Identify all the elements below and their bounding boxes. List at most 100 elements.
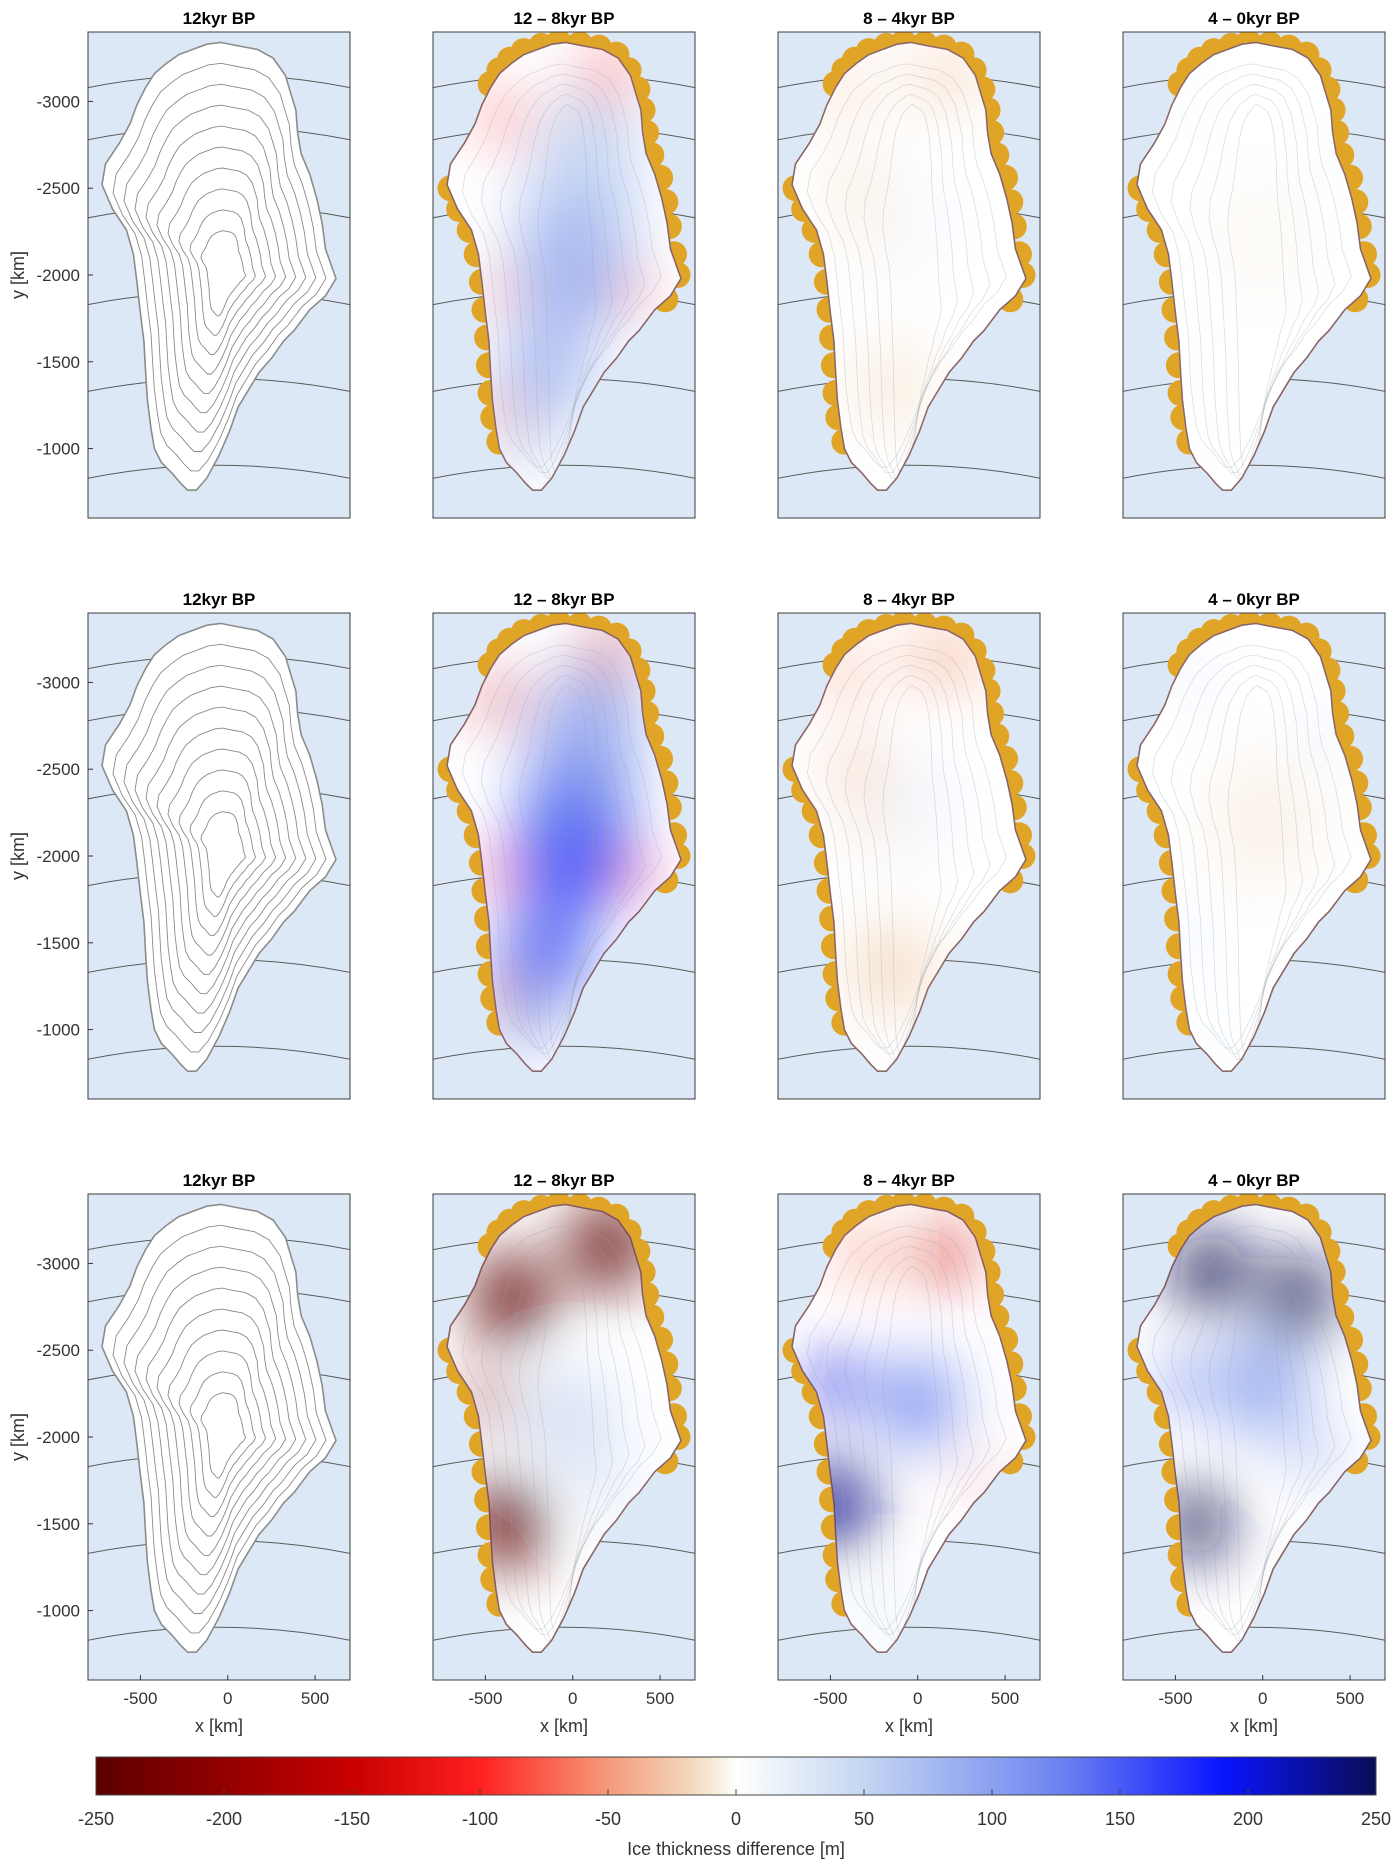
colorbar-label: Ice thickness difference [m]: [627, 1839, 845, 1859]
x-tick-label: -500: [1158, 1689, 1192, 1708]
panel-title: 4 – 0kyr BP: [1208, 1171, 1300, 1190]
y-tick-label: -2000: [37, 1428, 80, 1447]
y-tick-label: -1500: [37, 353, 80, 372]
map-panel: 8 – 4kyr BP: [777, 9, 1041, 519]
x-tick-label: -500: [123, 1689, 157, 1708]
y-tick-label: -3000: [37, 673, 80, 692]
graticule-meridian: [0, 0, 17, 372]
colorbar-tick-label: 100: [977, 1809, 1007, 1829]
colorbar-tick-label: 150: [1105, 1809, 1135, 1829]
y-tick-label: -3000: [37, 92, 80, 111]
panel-title: 12kyr BP: [183, 9, 256, 28]
x-tick-label: 500: [1336, 1689, 1364, 1708]
x-axis-label: x [km]: [885, 1716, 933, 1736]
axes-frame: [1122, 31, 1386, 519]
y-tick-label: -2500: [37, 760, 80, 779]
y-tick-label: -1000: [37, 1021, 80, 1040]
map-panel: 8 – 4kyr BP: [777, 590, 1041, 1100]
ice-sheet: [101, 41, 337, 491]
axes-frame: [1122, 1193, 1386, 1681]
colorbar-gradient: [95, 1756, 1377, 1796]
colorbar-tick-label: -200: [206, 1809, 242, 1829]
map-panel: 4 – 0kyr BP: [1122, 590, 1386, 1100]
panel-title: 12kyr BP: [183, 590, 256, 609]
elevation-contours: [112, 643, 327, 1053]
graticule-parallel: [88, 1626, 350, 1641]
graticule-parallel: [433, 1045, 695, 1060]
y-axis-label: y [km]: [8, 832, 28, 880]
x-tick-label: 500: [301, 1689, 329, 1708]
y-axis-label: y [km]: [8, 251, 28, 299]
map-panel: 12kyr BP -3000 -2500 -2000 -1500 -1000 y [km]: [8, 9, 351, 519]
y-tick-label: -1000: [37, 440, 80, 459]
map-panel: 12 – 8kyr BP: [432, 590, 696, 1100]
axes-frame: [777, 612, 1041, 1100]
y-tick-label: -3000: [37, 1254, 80, 1273]
panel-title: 4 – 0kyr BP: [1208, 590, 1300, 609]
thickness-difference-field: [461, 50, 662, 490]
thickness-difference-field: [806, 629, 1007, 1071]
x-axis-label: x [km]: [195, 1716, 243, 1736]
x-tick-label: 500: [991, 1689, 1019, 1708]
x-tick-label: 0: [1258, 1689, 1267, 1708]
y-tick-label: -1500: [37, 1515, 80, 1534]
axes-frame: [777, 1193, 1041, 1681]
graticule-parallel: [1123, 1626, 1385, 1641]
thickness-difference-field: [461, 631, 662, 1071]
graticule-parallel: [88, 464, 350, 479]
graticule-parallel: [433, 1626, 695, 1641]
panel-title: 12kyr BP: [183, 1171, 256, 1190]
x-axis-label: x [km]: [540, 1716, 588, 1736]
map-panel: 12 – 8kyr BP: [432, 9, 696, 519]
panel-title: 12 – 8kyr BP: [513, 1171, 614, 1190]
thickness-difference-field: [461, 1204, 662, 1652]
y-tick-label: -2500: [37, 179, 80, 198]
axes-frame: [777, 31, 1041, 519]
ice-sheet: [101, 622, 337, 1072]
colorbar-tick-label: 0: [731, 1809, 741, 1829]
graticule-parallel: [1123, 464, 1385, 479]
axes-frame: [1122, 612, 1386, 1100]
map-panel: 4 – 0kyr BP -500 0 500 x [km]: [1122, 1171, 1386, 1736]
panel-title: 8 – 4kyr BP: [863, 9, 955, 28]
graticule-parallel: [88, 1045, 350, 1060]
map-panel: 8 – 4kyr BP -500 0 500 x [km]: [777, 1171, 1041, 1736]
colorbar-tick-label: 250: [1361, 1809, 1391, 1829]
colorbar-tick-label: -50: [595, 1809, 621, 1829]
colorbar-tick-label: 50: [854, 1809, 874, 1829]
graticule-parallel: [1123, 1045, 1385, 1060]
map-panel: 12kyr BP -3000 -2500 -2000 -1500 -1000 y [km]: [8, 590, 351, 1100]
graticule-parallel: [778, 1045, 1040, 1060]
y-tick-label: -2000: [37, 847, 80, 866]
y-tick-label: -2500: [37, 1341, 80, 1360]
y-tick-label: -1500: [37, 934, 80, 953]
axes-frame: [432, 31, 696, 519]
map-panel: 4 – 0kyr BP: [1122, 9, 1386, 519]
y-axis-label: y [km]: [8, 1413, 28, 1461]
panel-title: 12 – 8kyr BP: [513, 590, 614, 609]
panel-title: 4 – 0kyr BP: [1208, 9, 1300, 28]
x-tick-label: 0: [568, 1689, 577, 1708]
y-tick-label: -2000: [37, 266, 80, 285]
colorbar-tick-label: 200: [1233, 1809, 1263, 1829]
panel-title: 8 – 4kyr BP: [863, 590, 955, 609]
graticule-parallel: [778, 464, 1040, 479]
x-tick-label: 0: [913, 1689, 922, 1708]
y-tick-label: -1000: [37, 1602, 80, 1621]
elevation-contours: [112, 1224, 327, 1634]
ice-sheet: [101, 1203, 337, 1653]
elevation-contours: [112, 62, 327, 472]
graticule-parallel: [433, 464, 695, 479]
x-axis-label: x [km]: [1230, 1716, 1278, 1736]
map-panel: 12 – 8kyr BP -500 0 500 x [km]: [432, 1171, 696, 1736]
axes-frame: [432, 612, 696, 1100]
axes-frame: [432, 1193, 696, 1681]
panel-title: 12 – 8kyr BP: [513, 9, 614, 28]
thickness-difference-field: [806, 48, 1007, 490]
thickness-difference-field: [1151, 1225, 1352, 1652]
x-tick-label: 0: [223, 1689, 232, 1708]
colorbar-tick-label: -150: [334, 1809, 370, 1829]
panel-title: 8 – 4kyr BP: [863, 1171, 955, 1190]
